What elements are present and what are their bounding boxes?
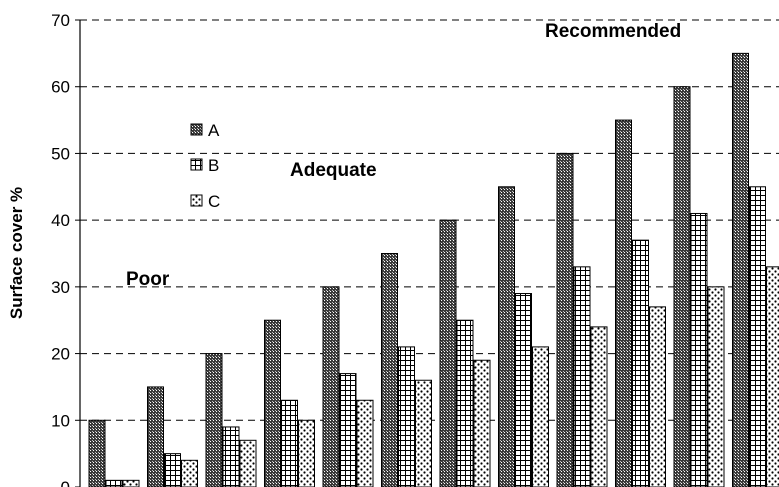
legend-swatch-a bbox=[190, 123, 203, 136]
bar-series-c bbox=[239, 439, 257, 487]
bar-series-c bbox=[356, 399, 374, 487]
annotation-recommended: Recommended bbox=[545, 21, 681, 42]
bar-series-a bbox=[88, 419, 106, 487]
bar-series-b bbox=[749, 186, 766, 487]
bar-series-a bbox=[205, 353, 223, 487]
bar-series-b bbox=[339, 373, 357, 487]
bar-series-b bbox=[515, 293, 532, 487]
legend-label-b: B bbox=[208, 156, 219, 175]
bar-series-b bbox=[105, 479, 123, 487]
legend-label-a: A bbox=[208, 121, 220, 140]
bar-series-a bbox=[673, 86, 691, 487]
bar-series-a bbox=[322, 286, 340, 487]
y-tick-label: 10 bbox=[51, 411, 70, 430]
y-axis-label: Surface cover % bbox=[7, 187, 26, 319]
bar-series-c bbox=[298, 419, 315, 487]
bar-series-a bbox=[381, 253, 398, 487]
bar-series-b bbox=[398, 346, 415, 487]
annotation-poor: Poor bbox=[126, 269, 170, 290]
bar-series-b bbox=[456, 319, 474, 487]
annotation-adequate: Adequate bbox=[290, 160, 377, 181]
bar-series-c bbox=[532, 346, 549, 487]
y-tick-label: 20 bbox=[51, 345, 70, 364]
bar-series-a bbox=[732, 52, 749, 487]
bar-series-b bbox=[222, 426, 240, 487]
bar-series-a bbox=[264, 319, 281, 487]
bar-series-c bbox=[122, 479, 140, 487]
y-tick-label: 60 bbox=[51, 78, 70, 97]
bar-series-a bbox=[147, 386, 164, 487]
bar-series-c bbox=[415, 379, 432, 487]
bar-series-a bbox=[498, 186, 515, 487]
bar-series-b bbox=[690, 212, 708, 487]
y-tick-label: 40 bbox=[51, 211, 70, 230]
legend-label-c: C bbox=[208, 192, 220, 211]
bar-series-a bbox=[556, 152, 574, 487]
bar-series-b bbox=[281, 399, 298, 487]
bars bbox=[88, 52, 779, 487]
y-tick-label: 0 bbox=[61, 478, 70, 487]
legend: A B C bbox=[190, 121, 220, 211]
y-axis-ticks: 0 10 20 30 40 50 60 70 bbox=[51, 11, 80, 487]
bar-series-c bbox=[473, 359, 491, 487]
bar-series-a bbox=[615, 119, 632, 487]
bar-series-a bbox=[439, 219, 457, 487]
bar-series-c bbox=[707, 286, 725, 487]
bar-series-c bbox=[766, 266, 779, 487]
y-tick-label: 70 bbox=[51, 11, 70, 30]
bar-series-c bbox=[590, 326, 608, 487]
bar-series-c bbox=[649, 306, 666, 487]
legend-swatch-b bbox=[190, 158, 203, 171]
legend-swatch-c bbox=[190, 194, 203, 207]
y-tick-label: 50 bbox=[51, 144, 70, 163]
bar-series-b bbox=[164, 453, 181, 487]
bar-series-c bbox=[181, 459, 198, 487]
bar-series-b bbox=[573, 266, 591, 487]
y-tick-label: 30 bbox=[51, 278, 70, 297]
bar-series-b bbox=[632, 239, 649, 487]
